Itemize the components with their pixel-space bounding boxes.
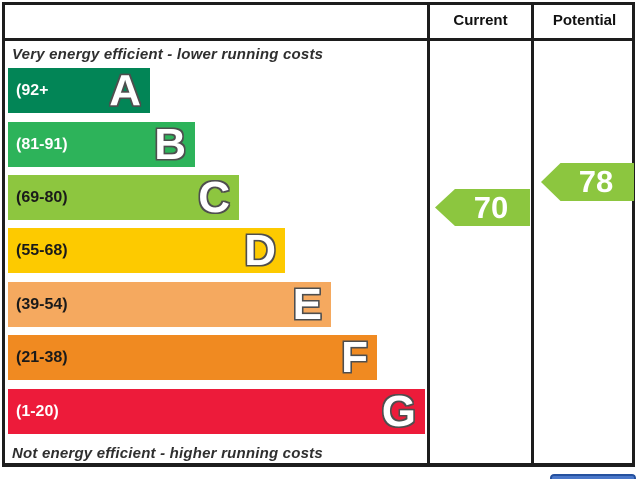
band-letter: F — [341, 333, 368, 382]
band-letter: A — [109, 66, 141, 115]
band-row-g: (1-20) G — [8, 389, 425, 434]
footer-blue-badge — [550, 474, 636, 479]
band-row-d: (55-68) D — [8, 228, 285, 273]
band-row-c: (69-80) C — [8, 175, 239, 220]
band-range-label: (92+ — [16, 81, 49, 99]
column-divider-current — [427, 2, 430, 467]
caption-very-efficient: Very energy efficient - lower running co… — [12, 46, 324, 63]
band-row-f: (21-38) F — [8, 335, 377, 380]
band-letter: G — [381, 387, 416, 436]
band-range-label: (55-68) — [16, 241, 68, 259]
band-letter: E — [292, 280, 322, 329]
current-rating-arrow: 70 — [435, 189, 530, 226]
potential-column-header: Potential — [552, 12, 617, 29]
band-letter: B — [154, 120, 186, 169]
column-divider-potential — [531, 2, 534, 467]
current-rating-value: 70 — [473, 189, 509, 225]
band-range-label: (69-80) — [16, 188, 68, 206]
band-range-label: (1-20) — [16, 402, 59, 420]
potential-rating-arrow: 78 — [541, 163, 634, 201]
band-row-e: (39-54) E — [8, 282, 331, 327]
band-row-a: (92+ A — [8, 68, 150, 113]
potential-rating-value: 78 — [578, 164, 614, 199]
header-separator-line — [2, 38, 635, 41]
band-range-label: (21-38) — [16, 348, 68, 366]
band-range-label: (81-91) — [16, 135, 68, 153]
band-range-label: (39-54) — [16, 295, 68, 313]
band-letter: C — [198, 173, 230, 222]
caption-not-efficient: Not energy efficient - higher running co… — [12, 445, 323, 462]
band-letter: D — [244, 226, 276, 275]
band-row-b: (81-91) B — [8, 122, 195, 167]
current-column-header: Current — [453, 12, 508, 29]
